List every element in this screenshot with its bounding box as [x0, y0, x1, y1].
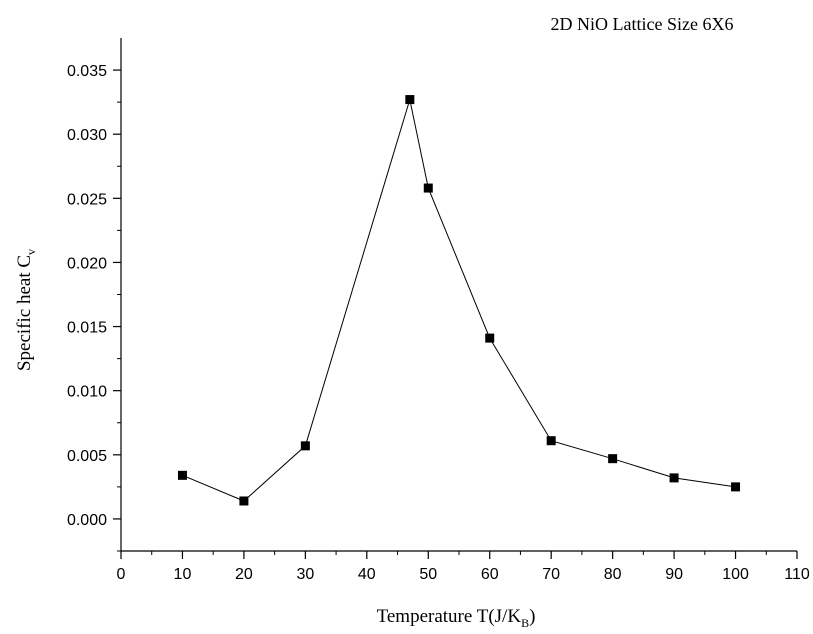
x-tick-label: 30 [296, 566, 314, 583]
data-point [239, 496, 249, 506]
y-tick-label: 0.035 [67, 63, 107, 80]
x-tick-label: 80 [604, 566, 622, 583]
x-tick-label: 60 [481, 566, 499, 583]
y-axis-title: Specific heat Cv [14, 249, 38, 371]
y-axis-title-main: Specific heat C [14, 255, 35, 371]
y-tick-label: 0.030 [67, 127, 107, 144]
x-axis-title: Temperature T(J/KB) [377, 606, 536, 630]
x-tick-label: 0 [117, 566, 126, 583]
x-axis-title-main: Temperature T(J/K [377, 606, 522, 627]
data-point [177, 470, 187, 480]
x-tick-label: 10 [174, 566, 192, 583]
x-tick-label: 20 [235, 566, 253, 583]
y-tick-label: 0.010 [67, 384, 107, 401]
data-point [608, 454, 618, 464]
x-tick-label: 110 [784, 566, 810, 583]
data-point [485, 333, 495, 343]
x-tick-label: 100 [722, 566, 749, 583]
x-tick-label: 90 [665, 566, 683, 583]
axes [120, 38, 797, 552]
y-tick-label: 0.020 [67, 255, 107, 272]
markers [177, 95, 741, 506]
data-point [300, 441, 310, 451]
x-tick-label: 50 [419, 566, 437, 583]
data-point [546, 436, 556, 446]
x-axis-title-subscript: B [521, 616, 529, 630]
series-polyline [182, 99, 736, 502]
data-point [731, 482, 741, 492]
tick-labels: 0 10 20 30 40 50 60 70 80 90 100 110 0.000 0.005 0.010… [67, 63, 810, 583]
data-point [423, 183, 433, 193]
y-tick-label: 0.000 [67, 512, 107, 529]
data-point [405, 95, 415, 105]
x-tick-label: 70 [542, 566, 560, 583]
series-line [182, 99, 736, 502]
data-point [669, 473, 679, 483]
y-tick-label: 0.005 [67, 448, 107, 465]
y-tick-label: 0.025 [67, 191, 107, 208]
x-axis-title-suffix: ) [529, 606, 535, 627]
y-axis-title-subscript: v [24, 249, 38, 255]
chart-title: 2D NiO Lattice Size 6X6 [551, 14, 734, 34]
ticks [113, 69, 798, 559]
y-tick-label: 0.015 [67, 320, 107, 337]
x-tick-label: 40 [358, 566, 376, 583]
